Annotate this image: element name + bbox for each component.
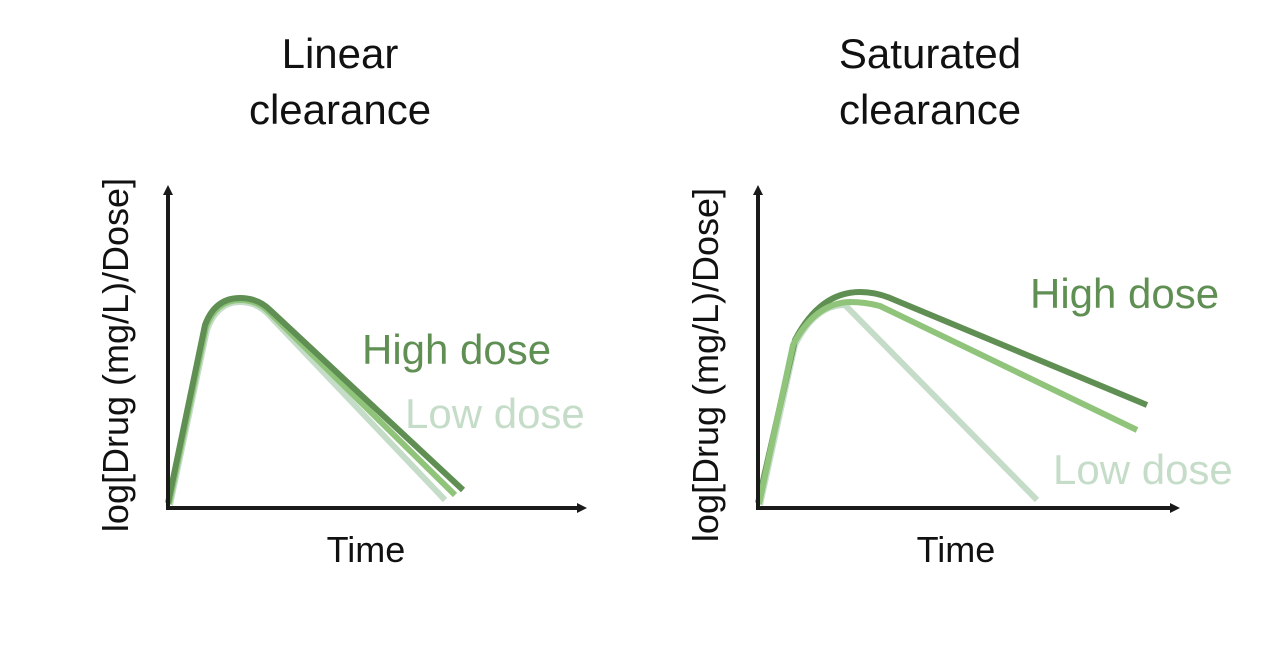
right-mid-dose-curve: [756, 298, 1139, 505]
left-title-line1: Linear: [282, 30, 399, 77]
right-low-dose-label: Low dose: [1053, 446, 1233, 493]
right-x-label: Time: [917, 529, 996, 570]
left-high-dose-label: High dose: [362, 326, 551, 373]
left-y-label: log[Drug (mg/L)/Dose]: [95, 178, 136, 532]
left-high-dose-curve: [165, 294, 466, 504]
left-title-line2: clearance: [249, 86, 431, 133]
linear-clearance-panel: Linear clearance High dose Low dose Time…: [95, 30, 587, 570]
right-high-dose-label: High dose: [1030, 270, 1219, 317]
left-x-label: Time: [327, 529, 406, 570]
right-title-line2: clearance: [839, 86, 1021, 133]
right-y-label: log[Drug (mg/L)/Dose]: [685, 188, 726, 542]
saturated-clearance-panel: Saturated clearance High dose Low dose T…: [685, 30, 1233, 570]
left-low-dose-label: Low dose: [405, 390, 585, 437]
right-title-line1: Saturated: [839, 30, 1021, 77]
